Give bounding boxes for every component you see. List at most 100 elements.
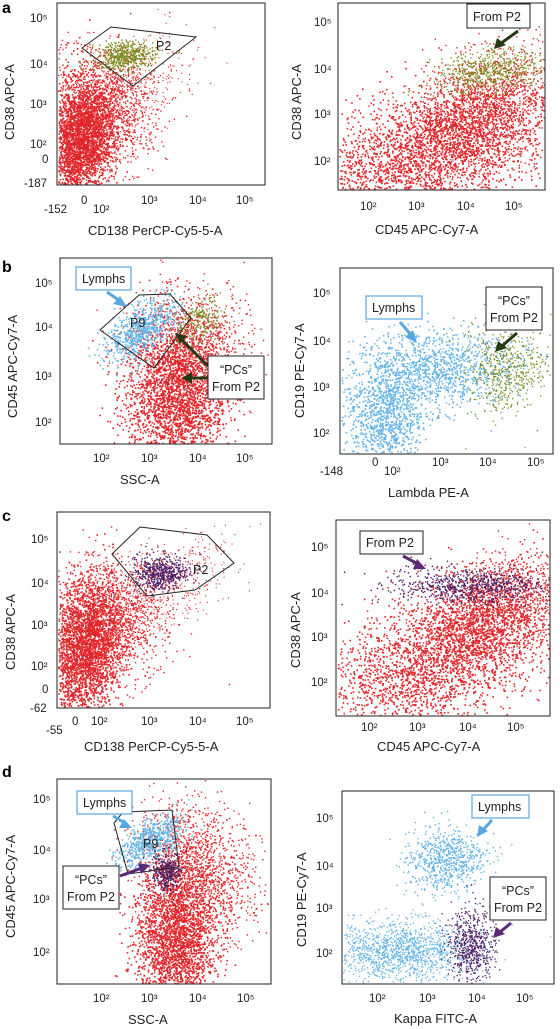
event-dot [117,44,119,47]
event-dot [82,158,84,160]
event-dot [128,178,131,181]
event-dot [100,54,102,56]
event-dot [107,60,109,62]
event-dot [74,132,77,134]
event-dot [143,90,145,92]
event-dot [106,157,109,160]
event-dot [136,136,139,138]
x-tick: 10⁵ [236,195,254,207]
event-dot [188,65,190,67]
event-dot [115,46,117,48]
event-dot [73,108,75,110]
event-dot [143,45,146,47]
event-dot [487,175,489,177]
event-dot [75,76,77,78]
event-dot [104,148,106,150]
event-dot [106,115,108,117]
event-dot [61,110,64,112]
event-dot [119,117,121,119]
event-dot [84,107,86,109]
event-dot [79,91,81,93]
event-dot [169,11,171,14]
event-dot [134,118,137,120]
event-dot [107,146,109,149]
event-dot [100,113,103,116]
event-dot [74,168,76,170]
event-dot [101,117,104,119]
event-dot [78,91,80,93]
event-dot [119,68,121,70]
event-dot [78,107,80,109]
event-dot [90,118,92,120]
event-dot [110,95,112,98]
event-dot [81,85,84,88]
event-dot [76,74,79,77]
event-dot [131,58,133,61]
event-dot [118,114,121,116]
event-dot [89,32,91,34]
event-dot [137,86,139,88]
event-dot [127,52,129,54]
event-dot [437,184,439,187]
event-dot [97,154,99,156]
event-dot [388,153,391,156]
event-dot [87,92,90,94]
event-dot [82,146,84,149]
event-dot [111,67,113,69]
event-dot [70,180,72,183]
event-dot [111,88,113,90]
event-dot [83,149,85,152]
event-dot [61,91,63,93]
event-dot [96,81,99,83]
event-dot [59,161,61,163]
event-dot [111,132,114,134]
event-dot [113,76,115,78]
event-dot [130,86,132,88]
event-dot [78,157,80,159]
event-dot [112,101,114,104]
event-dot [103,54,105,56]
event-dot [113,83,115,85]
event-dot [59,147,61,150]
event-dot [75,181,77,184]
event-dot [95,181,98,183]
event-dot [162,102,164,104]
event-dot [79,163,82,165]
event-dot [143,51,146,53]
event-dot [77,110,79,112]
event-dot [122,47,124,49]
event-dot [61,114,63,116]
event-dot [93,113,95,115]
event-dot [124,157,127,159]
event-dot [116,61,118,63]
event-dot [109,171,111,173]
event-dot [149,52,151,54]
event-dot [109,133,112,135]
event-dot [88,106,90,108]
event-dot [112,62,114,64]
event-dot [82,126,85,128]
event-dot [80,127,83,130]
event-dot [78,153,81,156]
event-dot [147,93,149,95]
event-dot [116,139,119,142]
event-dot [514,138,516,140]
event-dot [134,91,137,93]
event-dot [196,49,198,51]
event-dot [112,94,114,97]
event-dot [127,70,129,73]
event-dot [436,159,439,162]
event-dot [87,135,89,138]
event-dot [68,96,71,98]
event-dot [79,156,81,159]
event-dot [118,49,121,52]
event-dot [119,160,121,163]
event-dot [140,106,143,109]
event-dot [82,109,84,111]
event-dot [134,129,136,131]
event-dot [395,106,397,108]
event-dot [103,146,106,149]
event-dot [69,102,71,104]
event-dot [117,125,119,127]
event-dot [134,58,136,60]
